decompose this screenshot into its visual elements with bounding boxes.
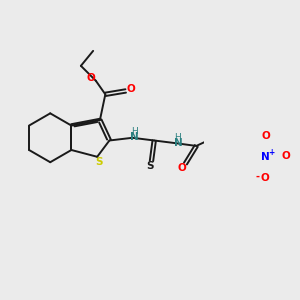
Text: S: S [95,157,102,167]
Text: O: O [87,73,95,83]
Text: O: O [178,163,186,173]
Text: H: H [131,127,138,136]
Text: N: N [261,152,269,163]
Text: N: N [174,137,182,148]
Text: H: H [175,133,181,142]
Text: O: O [126,84,135,94]
Text: +: + [268,148,274,157]
Text: O: O [281,151,290,161]
Text: -: - [256,172,260,182]
Text: S: S [146,161,154,171]
Text: O: O [261,173,269,183]
Text: N: N [130,132,139,142]
Text: O: O [261,131,270,141]
